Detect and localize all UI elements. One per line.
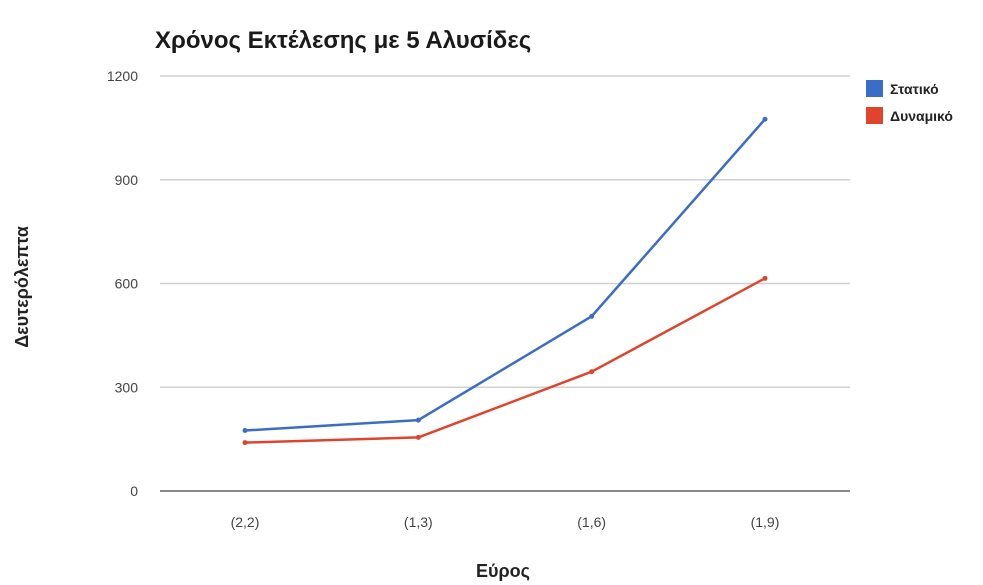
x-tick-label: (1,9): [751, 514, 780, 530]
x-tick-label: (1,3): [404, 514, 433, 530]
data-point: [242, 427, 248, 433]
data-point: [242, 440, 248, 446]
data-point: [415, 417, 421, 423]
y-tick-label: 0: [130, 483, 138, 499]
y-axis-ticks: 0 300 600 900 1200: [107, 68, 138, 499]
legend: Στατικό Δυναμικό: [866, 80, 953, 124]
series-line: [243, 277, 767, 444]
y-tick-label: 1200: [107, 68, 138, 84]
series-line: [243, 117, 767, 432]
data-point: [762, 116, 768, 122]
legend-swatch: [866, 107, 883, 124]
legend-swatch: [866, 80, 883, 97]
chart-title: Χρόνος Εκτέλεσης με 5 Αλυσίδες: [155, 27, 531, 54]
x-tick-label: (2,2): [231, 514, 260, 530]
gridlines: [160, 75, 850, 492]
series-lines: [242, 116, 768, 446]
y-axis-title: Δευτερόλεπτα: [12, 226, 32, 348]
x-tick-label: (1,6): [577, 514, 606, 530]
y-tick-label: 900: [115, 172, 139, 188]
data-point: [589, 313, 595, 319]
legend-label: Δυναμικό: [890, 108, 953, 124]
data-point: [762, 275, 768, 281]
legend-label: Στατικό: [890, 81, 939, 97]
y-tick-label: 300: [115, 379, 139, 395]
data-point: [589, 369, 595, 375]
data-point: [415, 434, 421, 440]
y-tick-label: 600: [115, 276, 139, 292]
x-axis-ticks: (2,2) (1,3) (1,6) (1,9): [231, 514, 780, 530]
x-axis-title: Εύρος: [476, 561, 530, 581]
